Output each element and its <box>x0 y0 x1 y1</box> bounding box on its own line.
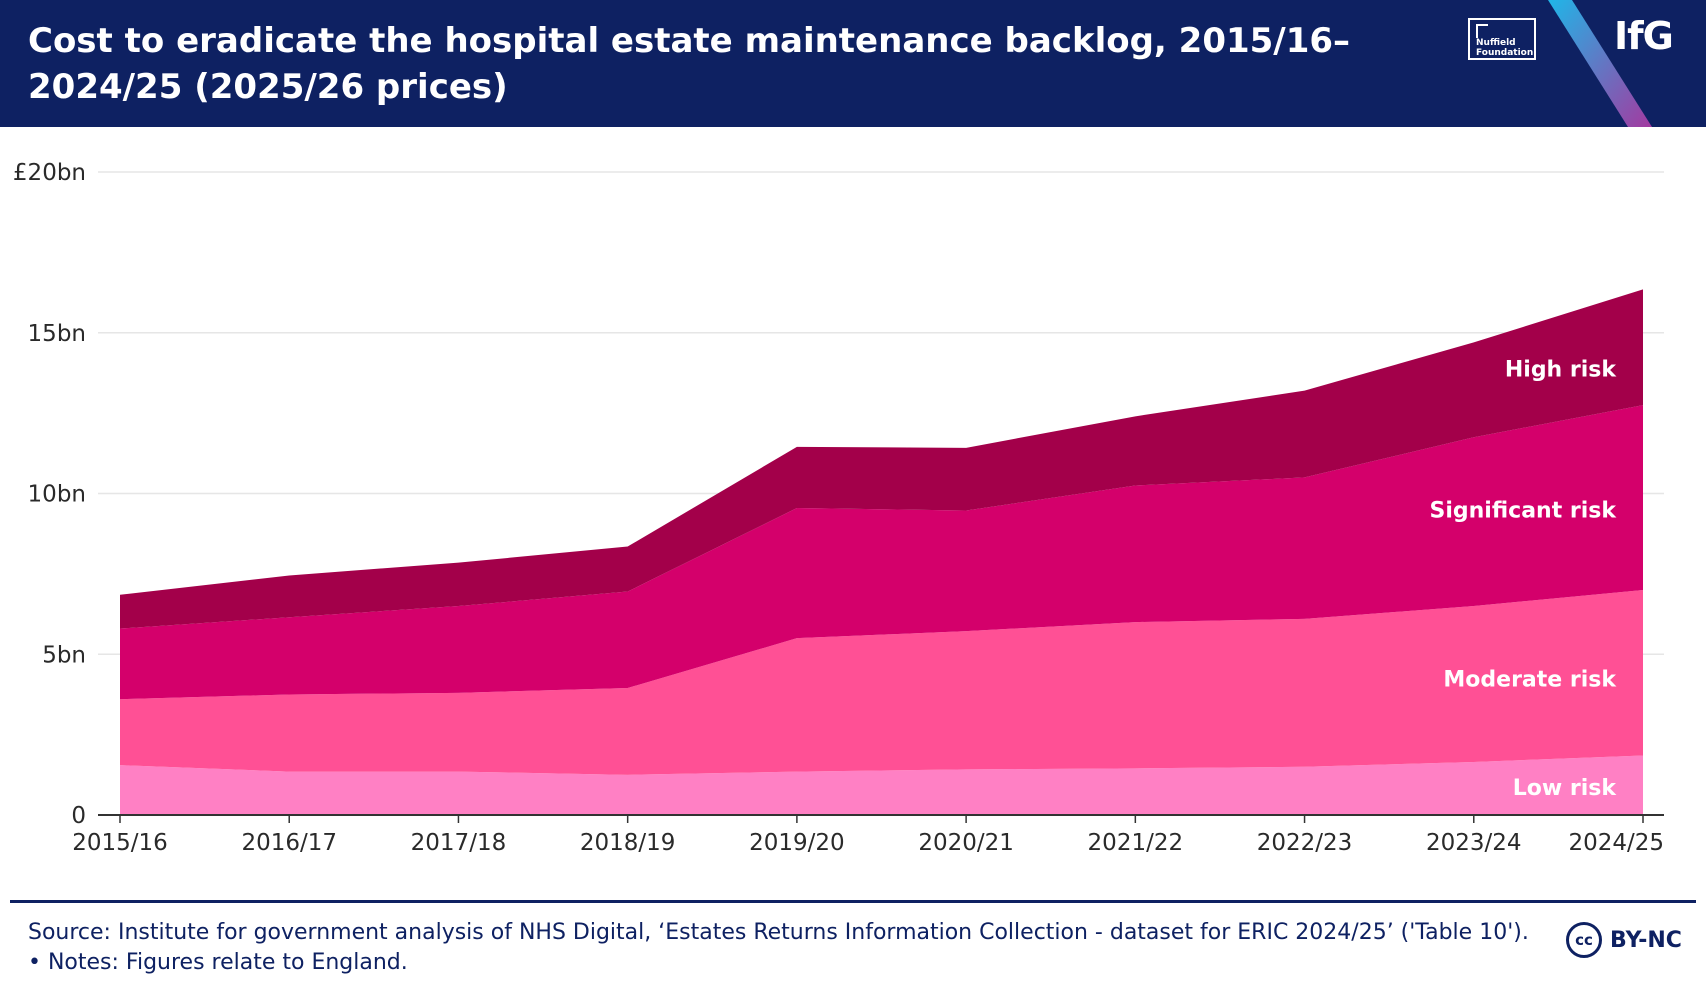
y-tick-label: 15bn <box>28 321 86 347</box>
header-decorative-stripe <box>1548 0 1652 127</box>
nuffield-foundation-logo: Nuffield Foundation <box>1468 18 1536 60</box>
y-tick-label: 10bn <box>28 482 86 508</box>
x-tick-label: 2016/17 <box>241 830 337 856</box>
series-label-high-risk: High risk <box>1505 358 1618 383</box>
series-label-moderate-risk: Moderate risk <box>1443 667 1617 692</box>
y-tick-label: 5bn <box>42 642 86 668</box>
footer-divider <box>10 900 1696 903</box>
series-label-low-risk: Low risk <box>1513 776 1618 801</box>
series-labels: Low risk Moderate risk Significant risk Hig… <box>1430 358 1618 801</box>
x-tick-label: 2020/21 <box>918 830 1014 856</box>
x-tick-label: 2021/22 <box>1088 830 1184 856</box>
ifg-logo: IfG <box>1614 14 1674 58</box>
license-badge: cc BY-NC <box>1566 920 1682 960</box>
nuffield-logo-line1: Nuffield <box>1476 38 1516 48</box>
y-tick-label: 0 <box>71 803 86 829</box>
x-tick-label: 2022/23 <box>1257 830 1353 856</box>
series-label-significant-risk: Significant risk <box>1430 499 1618 524</box>
area-significant-risk <box>120 405 1643 700</box>
nuffield-mark-icon <box>1476 24 1488 38</box>
area-moderate-risk <box>120 589 1643 775</box>
source-note: Source: Institute for government analysi… <box>28 920 1529 975</box>
x-tick-label: 2024/25 <box>1568 830 1664 856</box>
axes: 0 5bn 10bn 15bn £20bn 2015/16 2016/17 2017/18 20… <box>13 160 1664 856</box>
stacked-area-chart: 0 5bn 10bn 15bn £20bn 2015/16 2016/17 2017/18 20… <box>13 160 1664 856</box>
x-tick-label: 2018/19 <box>580 830 676 856</box>
y-tick-label: £20bn <box>13 160 86 186</box>
license-text: BY-NC <box>1610 927 1682 953</box>
x-tick-label: 2019/20 <box>749 830 845 856</box>
area-low-risk <box>120 755 1643 815</box>
creative-commons-icon: cc <box>1566 922 1602 958</box>
area-high-risk <box>120 289 1643 629</box>
header-banner: Cost to eradicate the hospital estate ma… <box>0 0 1706 127</box>
area-series <box>120 289 1643 815</box>
x-tick-label: 2015/16 <box>72 830 168 856</box>
nuffield-logo-line2: Foundation <box>1476 48 1534 58</box>
x-tick-label: 2017/18 <box>411 830 507 856</box>
chart-title: Cost to eradicate the hospital estate ma… <box>28 21 1351 107</box>
x-tick-label: 2023/24 <box>1426 830 1522 856</box>
